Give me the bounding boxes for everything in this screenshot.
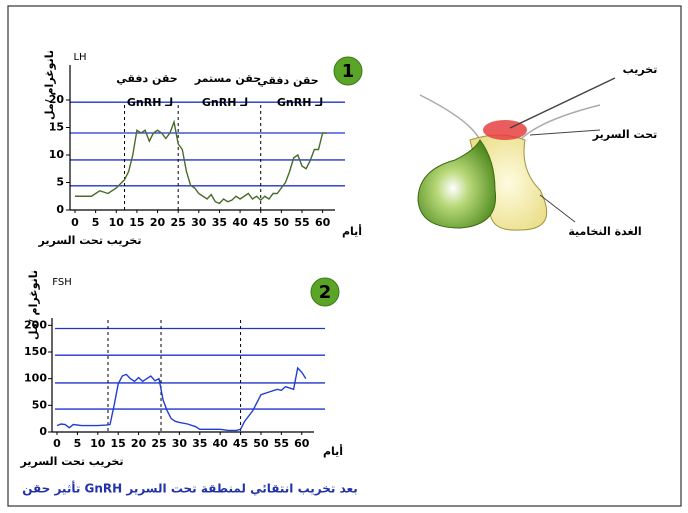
x-tick-label: 0 bbox=[53, 437, 61, 450]
y-tick-label: 0 bbox=[39, 425, 47, 438]
badge bbox=[333, 56, 363, 86]
y-tick-label: 20 bbox=[49, 93, 65, 106]
x-tick-label: 35 bbox=[192, 437, 207, 450]
y-tick-label: 10 bbox=[49, 148, 65, 161]
x-tick-label: 55 bbox=[274, 437, 289, 450]
annotation: حقن مستمر bbox=[194, 72, 261, 85]
x-tick-label: 25 bbox=[151, 437, 166, 450]
x-tick-label: 5 bbox=[92, 216, 100, 229]
label-pituitary: الغدة النخامية bbox=[568, 225, 641, 238]
x-tick-label: 45 bbox=[233, 437, 248, 450]
annotation: حقن دفقي bbox=[116, 72, 177, 85]
x-tick-label: 55 bbox=[294, 216, 309, 229]
y-tick-label: 50 bbox=[32, 398, 48, 411]
x-tick-label: 30 bbox=[191, 216, 207, 229]
illustration: تخريب تحت السرير الغدة النخامية bbox=[417, 63, 658, 238]
annotation: لـ GnRH bbox=[202, 96, 248, 109]
line-series bbox=[75, 119, 327, 205]
annotation: حقن دفقي bbox=[257, 74, 318, 87]
label-lesion: تخريب bbox=[623, 63, 658, 76]
x-axis-title: أيام bbox=[342, 224, 362, 238]
annotation: لـ GnRH bbox=[277, 96, 323, 109]
y-tick-label: 200 bbox=[24, 318, 47, 331]
badge bbox=[310, 277, 340, 307]
lesion-note: تخريب تحت السرير bbox=[20, 455, 124, 468]
x-tick-label: 5 bbox=[74, 437, 82, 450]
label-hypothalamus: تحت السرير bbox=[592, 128, 657, 141]
y-axis-unit: نانوغرام /مل bbox=[43, 50, 56, 120]
lesion-note: تخريب تحت السرير bbox=[38, 234, 142, 247]
x-tick-label: 50 bbox=[253, 437, 269, 450]
y-tick-label: 100 bbox=[24, 372, 47, 385]
x-tick-label: 20 bbox=[131, 437, 147, 450]
x-tick-label: 40 bbox=[213, 437, 229, 450]
y-axis-title: FSH bbox=[52, 277, 71, 288]
caption: تأثير حقن GnRH بعد تخريب انتقائي لمنطقة … bbox=[22, 481, 358, 496]
y-tick-label: 150 bbox=[24, 345, 47, 358]
x-tick-label: 20 bbox=[150, 216, 166, 229]
x-tick-label: 40 bbox=[232, 216, 248, 229]
frame bbox=[7, 5, 682, 507]
badge-number: 1 bbox=[342, 61, 355, 82]
x-tick-label: 60 bbox=[294, 437, 310, 450]
x-tick-label: 35 bbox=[212, 216, 227, 229]
x-axis-title: أيام bbox=[323, 444, 343, 458]
x-tick-label: 0 bbox=[71, 216, 79, 229]
x-tick-label: 15 bbox=[111, 437, 126, 450]
x-tick-label: 45 bbox=[253, 216, 268, 229]
x-tick-label: 10 bbox=[109, 216, 125, 229]
y-tick-label: 15 bbox=[49, 121, 64, 134]
badge-number: 2 bbox=[319, 282, 332, 303]
x-tick-label: 60 bbox=[315, 216, 331, 229]
x-tick-label: 50 bbox=[274, 216, 290, 229]
x-tick-label: 10 bbox=[90, 437, 106, 450]
y-axis-title: LH bbox=[73, 52, 86, 63]
annotation: لـ GnRH bbox=[127, 96, 173, 109]
x-tick-label: 25 bbox=[171, 216, 186, 229]
line-series bbox=[56, 366, 307, 432]
x-tick-label: 15 bbox=[129, 216, 144, 229]
y-tick-label: 0 bbox=[56, 203, 64, 216]
x-tick-label: 30 bbox=[172, 437, 188, 450]
y-axis-unit: نانوغرام /مل bbox=[27, 270, 40, 340]
y-tick-label: 5 bbox=[56, 176, 64, 189]
